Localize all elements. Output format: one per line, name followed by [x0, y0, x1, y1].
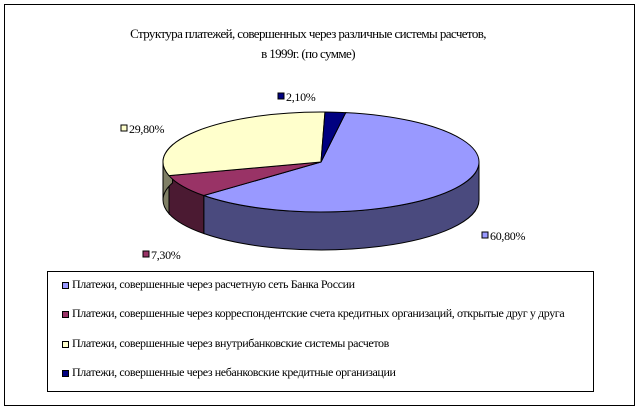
- legend-label: Платежи, совершенные через расчетную сет…: [72, 277, 355, 291]
- data-label: 2,10%: [286, 90, 316, 104]
- data-label: 60,80%: [490, 229, 526, 243]
- legend-label: Платежи, совершенные через небанковские …: [72, 365, 396, 379]
- data-label: 7,30%: [151, 248, 181, 262]
- legend-label: Платежи, совершенные через внутрибанковс…: [72, 336, 389, 350]
- data-label-swatch: [277, 92, 285, 100]
- legend: Платежи, совершенные через расчетную сет…: [47, 271, 594, 392]
- data-label: 29,80%: [129, 122, 165, 136]
- data-label-swatch: [481, 231, 489, 239]
- data-label-swatch: [120, 124, 128, 132]
- legend-label: Платежи, совершенные через корреспондент…: [72, 306, 565, 320]
- data-label-swatch: [142, 250, 150, 258]
- chart-title: Структура платежей, совершенных через ра…: [130, 26, 486, 41]
- legend-swatch: [62, 370, 69, 377]
- pie-slice: [162, 111, 326, 177]
- pie-slice: [320, 111, 347, 163]
- legend-swatch: [62, 282, 69, 289]
- chart-subtitle: в 1999г. (по сумме): [261, 46, 355, 61]
- legend-swatch: [62, 311, 69, 318]
- pie-slice: [202, 112, 480, 213]
- legend-swatch: [62, 341, 69, 348]
